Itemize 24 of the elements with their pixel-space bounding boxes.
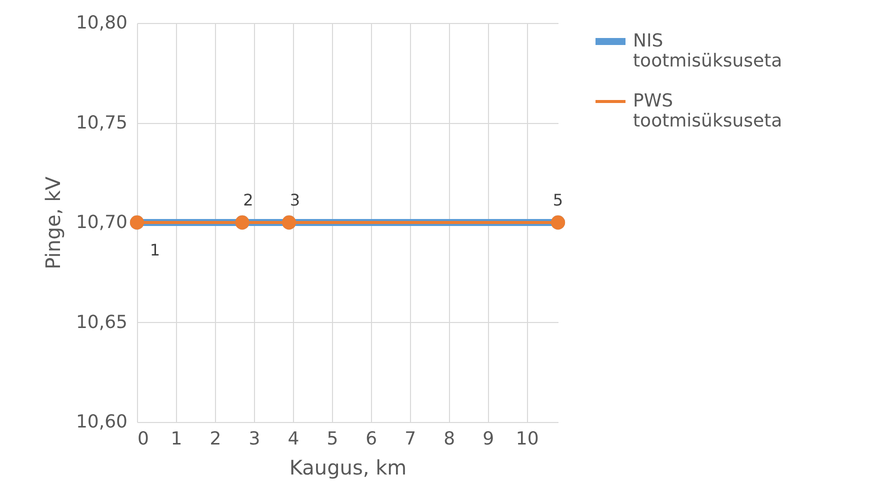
- x-tick-label: 1: [170, 428, 182, 450]
- legend-label: NIS tootmisüksuseta: [633, 30, 782, 72]
- x-tick-label: 8: [444, 428, 456, 450]
- x-tick-label: 7: [404, 428, 416, 450]
- y-tick-label: 10,80: [76, 12, 128, 34]
- x-tick-label: 10: [516, 428, 539, 450]
- x-tick-label: 2: [210, 428, 222, 450]
- y-tick-label: 10,75: [76, 112, 128, 134]
- y-tick-label: 10,65: [76, 312, 128, 333]
- annotation: 3: [290, 190, 300, 210]
- x-tick-label: 5: [326, 428, 338, 450]
- x-tick-label: 3: [248, 428, 260, 450]
- y-axis-title: Pinge, kV: [40, 176, 65, 270]
- y-tick-label: 10,60: [76, 412, 128, 432]
- annotation: 5: [552, 190, 564, 210]
- x-axis-title: Kaugus, km: [289, 456, 407, 480]
- annotation: 1: [150, 240, 160, 260]
- y-tick-label: 10,70: [76, 212, 128, 233]
- x-tick-label: 4: [288, 428, 300, 450]
- legend-label: PWS tootmisüksuseta: [633, 90, 782, 132]
- x-tick-label: 0: [138, 428, 149, 450]
- x-tick-label: 6: [366, 428, 378, 450]
- annotation: 2: [243, 190, 254, 210]
- x-tick-label: 9: [482, 428, 494, 450]
